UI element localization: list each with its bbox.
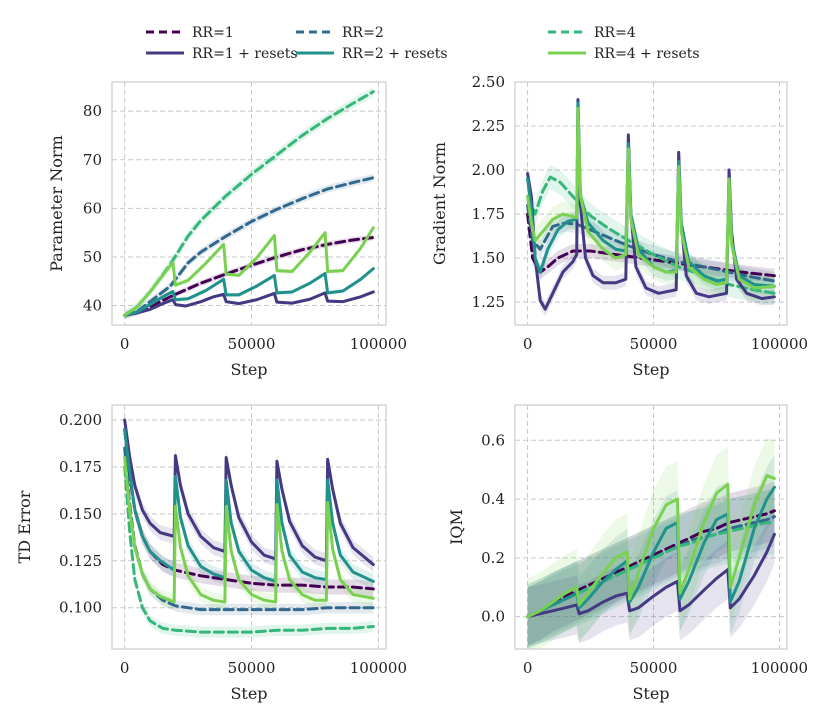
y-tick-label-2: 60 (83, 199, 102, 217)
plot-frame (514, 81, 788, 326)
series-line-1 (526, 203, 776, 283)
x-tick-label-1: 50000 (228, 335, 276, 353)
y-tick-label-0: 0.100 (59, 599, 102, 617)
y-tick-label-0: 0.0 (481, 608, 505, 626)
y-tick-label-4: 0.200 (59, 411, 102, 429)
plot-frame (111, 404, 387, 650)
series-line-0 (123, 236, 375, 317)
legend-label-2: RR=4 (594, 25, 636, 41)
series-group (123, 412, 375, 638)
y-tick-label-3: 70 (83, 151, 102, 169)
legend-label-0: RR=1 (192, 25, 234, 41)
y-tick-label-3: 2.00 (472, 161, 505, 179)
series-group (526, 92, 776, 317)
x-axis-label: Step (230, 684, 267, 703)
y-tick-label-2: 1.75 (472, 205, 505, 223)
x-tick-label-2: 100000 (350, 335, 407, 353)
y-tick-label-3: 0.175 (59, 458, 102, 476)
series-group (526, 437, 776, 649)
legend-label-1: RR=2 (342, 25, 384, 41)
series-line-3 (526, 532, 776, 619)
y-tick-label-0: 40 (83, 297, 102, 315)
legend-label-3: RR=1 + resets (192, 46, 298, 62)
series-line-5 (526, 106, 776, 290)
x-axis-label: Step (632, 684, 669, 703)
y-tick-label-3: 0.6 (481, 431, 505, 449)
y-tick-label-1: 0.2 (481, 549, 505, 567)
series-line-5 (123, 226, 375, 317)
legend: RR=1 RR=2 RR=4 RR=1 + resets RR=2 + resets RR… (146, 25, 700, 62)
series-line-2 (123, 465, 375, 634)
x-tick-label-0: 0 (523, 659, 533, 677)
y-tick-label-0: 1.25 (472, 293, 505, 311)
legend-label-5: RR=4 + resets (594, 46, 700, 62)
series-line-5 (123, 456, 375, 604)
series-line-2 (123, 90, 375, 317)
y-tick-label-4: 2.25 (472, 117, 505, 135)
y-tick-label-1: 1.50 (472, 249, 505, 267)
x-tick-label-2: 100000 (751, 659, 808, 677)
panel-parameter-norm: 0 50000 100000 40 50 60 70 80 Step Parameter Norm (47, 81, 407, 379)
band-1 (527, 196, 775, 290)
x-tick-label-0: 0 (120, 659, 130, 677)
y-tick-label-2: 0.4 (481, 490, 505, 508)
plot-frame (111, 81, 387, 326)
legend-label-4: RR=2 + resets (342, 46, 448, 62)
band-4 (124, 421, 374, 589)
plot-frame (514, 404, 788, 650)
y-tick-label-5: 2.50 (472, 73, 505, 91)
series-line-1 (123, 176, 375, 317)
band-2 (124, 86, 374, 321)
series-line-4 (123, 267, 375, 317)
band-3 (124, 412, 374, 573)
band-0 (527, 207, 775, 283)
x-tick-label-0: 0 (523, 335, 533, 353)
series-line-5 (526, 474, 776, 619)
y-axis-label: IQM (447, 509, 466, 545)
band-0 (124, 234, 374, 319)
x-tick-label-1: 50000 (630, 659, 678, 677)
y-axis-label: TD Error (15, 490, 34, 563)
x-tick-label-1: 50000 (630, 335, 678, 353)
y-axis-label: Parameter Norm (47, 135, 66, 272)
y-tick-label-2: 0.150 (59, 505, 102, 523)
panel-iqm: 0 50000 100000 0.0 0.2 0.4 0.6 Step IQM (447, 404, 808, 703)
y-tick-label-1: 0.125 (59, 552, 102, 570)
band-3 (527, 92, 775, 317)
series-line-3 (123, 290, 375, 317)
x-axis-label: Step (632, 360, 669, 379)
x-tick-label-2: 100000 (751, 335, 808, 353)
x-tick-label-2: 100000 (350, 659, 407, 677)
panel-gradient-norm: 0 50000 100000 1.25 1.50 1.75 2.00 2.25 2.50 Step… (430, 73, 808, 379)
series-group (123, 86, 375, 321)
x-tick-label-0: 0 (120, 335, 130, 353)
y-tick-label-1: 50 (83, 248, 102, 266)
y-tick-label-4: 80 (83, 102, 102, 120)
x-tick-label-1: 50000 (228, 659, 276, 677)
band-0 (527, 481, 775, 647)
band-2 (527, 164, 775, 306)
panel-td-error: 0 50000 100000 0.100 0.125 0.150 0.175 0.200 Ste… (15, 404, 407, 703)
y-axis-label: Gradient Norm (430, 142, 449, 265)
x-axis-label: Step (230, 360, 267, 379)
